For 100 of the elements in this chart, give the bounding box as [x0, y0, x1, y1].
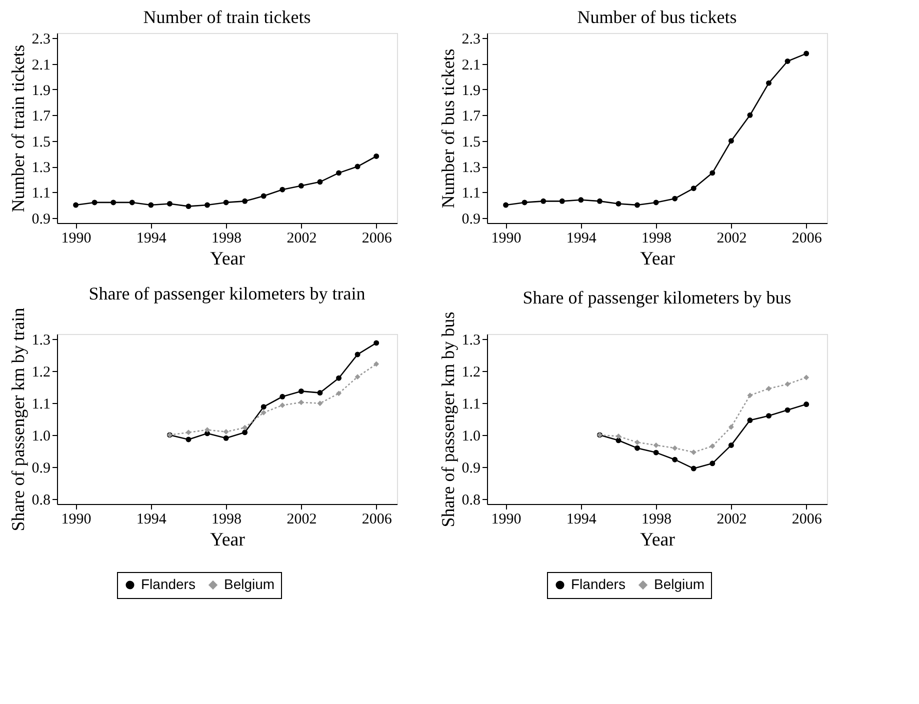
y-tick-label: 1.9: [462, 82, 480, 99]
legend-label: Flanders: [571, 576, 626, 592]
x-tick-label: 1990: [491, 512, 522, 528]
point: [747, 392, 753, 398]
point: [653, 442, 659, 448]
legend-label: Belgium: [654, 576, 705, 592]
point: [690, 466, 696, 472]
point: [336, 170, 342, 176]
x-tick-label: 2002: [716, 512, 747, 528]
point: [672, 196, 678, 202]
y-axis-title: Number of bus tickets: [438, 48, 458, 208]
point: [242, 424, 248, 430]
y-tick-label: 1.7: [462, 108, 481, 125]
y-tick-label: 2.1: [32, 57, 50, 74]
point: [280, 394, 286, 400]
point: [804, 402, 810, 408]
point: [728, 138, 734, 144]
point: [690, 449, 696, 455]
y-tick-label: 1.1: [32, 186, 50, 202]
point: [336, 390, 342, 396]
point: [616, 201, 622, 206]
point: [317, 390, 323, 396]
y-tick-label: 1.5: [32, 134, 50, 150]
point: [634, 202, 640, 208]
chart-title: Number of train tickets: [143, 7, 311, 28]
point: [298, 400, 304, 406]
point: [634, 440, 640, 446]
point: [766, 413, 772, 419]
y-tick-label: 0.8: [462, 492, 480, 508]
point: [186, 436, 192, 442]
point: [260, 410, 266, 416]
y-tick-label: 1.0: [462, 428, 480, 444]
y-tick-label: 0.9: [462, 460, 480, 476]
x-tick-label: 1994: [136, 230, 167, 246]
x-tick-label: 1994: [566, 512, 597, 528]
point: [260, 404, 266, 410]
point: [73, 202, 79, 208]
point: [354, 164, 360, 170]
y-axis-title: Number of train tickets: [8, 44, 28, 212]
y-tick-label: 1.3: [32, 160, 50, 176]
x-tick-label: 2002: [716, 230, 747, 246]
x-tick-label: 2006: [792, 512, 822, 528]
point: [784, 381, 790, 387]
y-tick-label: 0.9: [462, 211, 480, 228]
point: [766, 80, 772, 86]
x-tick-label: 1998: [212, 230, 242, 246]
y-tick-label: 2.3: [32, 32, 50, 48]
point: [503, 202, 509, 208]
x-tick-label: 2002: [286, 230, 317, 246]
y-tick-label: 1.2: [32, 364, 50, 381]
point: [653, 200, 659, 206]
point: [784, 58, 790, 64]
point: [374, 361, 380, 367]
x-tick-label: 1998: [212, 512, 242, 528]
y-axis-title: Share of passenger km by train: [8, 308, 28, 532]
point: [804, 374, 810, 380]
point: [672, 445, 678, 451]
point: [336, 375, 342, 381]
x-tick-label: 1998: [642, 230, 672, 246]
y-tick-label: 1.3: [462, 160, 480, 176]
legend-label: Flanders: [141, 576, 196, 592]
x-tick-label: 2006: [362, 230, 392, 246]
point: [186, 204, 192, 210]
point: [204, 202, 210, 208]
x-axis-title: Year: [210, 530, 246, 550]
x-tick-label: 1998: [642, 512, 672, 528]
point: [110, 200, 116, 206]
point: [354, 374, 360, 380]
point: [540, 198, 546, 204]
point: [578, 197, 584, 203]
point: [317, 400, 323, 406]
point: [298, 183, 304, 189]
x-tick-label: 1990: [61, 230, 92, 246]
x-axis-title: Year: [640, 530, 676, 550]
point: [223, 435, 229, 441]
y-axis-title: Share of passenger km by bus: [438, 312, 458, 528]
y-tick-label: 0.8: [32, 492, 50, 508]
point: [374, 340, 380, 346]
point: [653, 450, 659, 456]
point: [148, 202, 154, 208]
point: [242, 430, 248, 436]
point: [710, 460, 716, 466]
y-tick-label: 1.9: [32, 82, 50, 99]
point: [298, 388, 304, 394]
point: [784, 407, 790, 413]
y-tick-label: 1.1: [462, 396, 480, 413]
point: [522, 200, 528, 206]
point: [92, 200, 98, 206]
point: [766, 386, 772, 392]
point: [596, 198, 602, 204]
x-tick-label: 1990: [61, 512, 92, 528]
point: [223, 429, 229, 435]
x-axis-title: Year: [640, 248, 676, 270]
point: [374, 154, 380, 159]
chart-title: Number of bus tickets: [577, 7, 737, 28]
point: [728, 424, 734, 430]
y-tick-label: 0.9: [32, 460, 50, 476]
x-tick-label: 1994: [136, 512, 167, 528]
chart-title: Share of passenger kilometers by bus: [522, 287, 792, 308]
y-tick-label: 2.1: [462, 57, 480, 74]
